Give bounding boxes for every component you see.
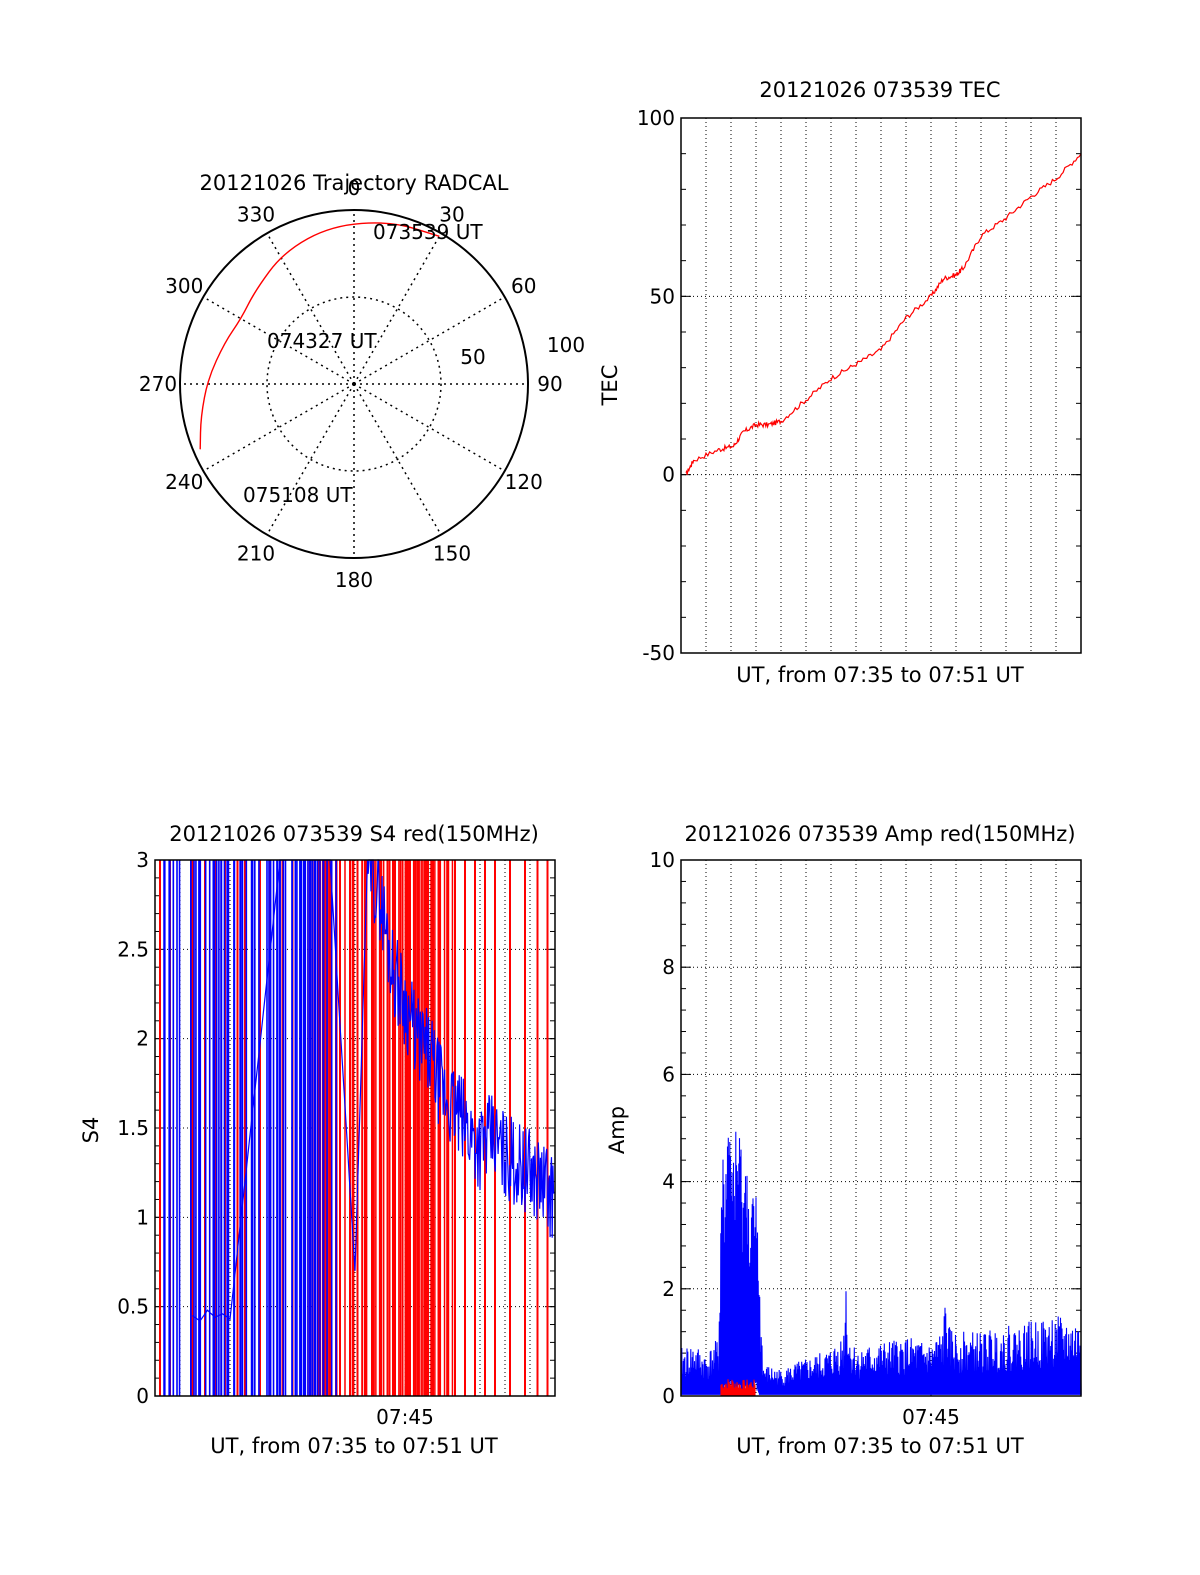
polar-angle-label: 270: [139, 372, 177, 396]
polar-angle-label: 300: [165, 274, 203, 298]
y-tick-label: 2.5: [117, 937, 149, 961]
amp-title: 20121026 073539 Amp red(150MHz): [684, 822, 1075, 846]
polar-spoke: [266, 383, 355, 536]
polar-radius-label-100: 100: [547, 333, 585, 357]
y-tick-label: 8: [662, 955, 675, 979]
polar-angle-label: 90: [537, 372, 562, 396]
s4-xlabel: UT, from 07:35 to 07:51 UT: [210, 1434, 498, 1458]
polar-inner-ring: [266, 296, 442, 472]
polar-trajectory-line: [199, 222, 440, 450]
polar-angle-label: 60: [511, 274, 536, 298]
polar-annotation-end: 075108 UT: [243, 483, 353, 507]
s4-chart: 20121026 073539 S4 red(150MHz) S4 UT, fr…: [79, 822, 556, 1458]
amp-ylabel: Amp: [605, 1106, 629, 1154]
amp-frame: [680, 859, 1082, 1397]
tec-frame: [680, 117, 1082, 654]
y-tick-label: 3: [136, 848, 149, 872]
x-tick-label: 07:45: [902, 1405, 960, 1429]
polar-angle-label: 150: [433, 542, 471, 566]
y-tick-label: 6: [662, 1062, 675, 1086]
polar-angle-label: 30: [439, 202, 464, 226]
tec-ylabel: TEC: [598, 365, 622, 407]
y-tick-label: 100: [637, 106, 675, 130]
y-tick-label: 50: [650, 284, 675, 308]
y-tick-label: 2: [662, 1277, 675, 1301]
polar-spoke: [202, 296, 355, 385]
polar-angle-label: 120: [505, 470, 543, 494]
polar-spokes: [180, 210, 528, 558]
s4-frame: [154, 859, 556, 1397]
polar-spoke: [202, 383, 355, 472]
y-tick-label: 0: [662, 463, 675, 487]
polar-spoke: [353, 383, 442, 536]
tec-chart: 20121026 073539 TEC TEC UT, from 07:35 t…: [598, 78, 1082, 687]
polar-spoke: [353, 232, 442, 385]
y-tick-label: 10: [650, 848, 675, 872]
y-tick-label: 1.5: [117, 1116, 149, 1140]
polar-spoke: [353, 383, 506, 472]
y-tick-label: 1: [136, 1205, 149, 1229]
polar-chart: 20121026 Trajectory RADCAL 0 30 60 90 120 150…: [139, 171, 585, 592]
y-tick-label: 2: [136, 1027, 149, 1051]
polar-angle-label: 0: [348, 176, 361, 200]
amp-blue-line: [680, 1131, 1082, 1396]
y-tick-label: 0.5: [117, 1295, 149, 1319]
polar-title: 20121026 Trajectory RADCAL: [200, 171, 509, 195]
tec-series-line: [685, 153, 1082, 475]
y-tick-label: 4: [662, 1170, 675, 1194]
polar-spoke: [353, 296, 506, 385]
s4-blue-line: [192, 859, 555, 1322]
polar-radius-label-50: 50: [460, 345, 485, 369]
polar-angle-label: 240: [165, 470, 203, 494]
polar-angle-label: 210: [237, 542, 275, 566]
polar-outer-ring: [179, 209, 529, 559]
tec-plot-area: 100 50 0 -50: [637, 106, 1082, 665]
x-tick-label: 07:45: [376, 1405, 434, 1429]
s4-ylabel: S4: [79, 1117, 103, 1144]
amp-red-line: [720, 1379, 756, 1397]
polar-angle-label: 180: [335, 568, 373, 592]
polar-annotation-mid: 074327 UT: [267, 329, 377, 353]
tec-title: 20121026 073539 TEC: [759, 78, 1000, 102]
tec-xlabel: UT, from 07:35 to 07:51 UT: [736, 663, 1024, 687]
s4-plot-area: 3 2.5 2 1.5 1 0.5 0 07:45: [117, 848, 555, 1429]
amp-chart: 20121026 073539 Amp red(150MHz) Amp UT, …: [605, 822, 1082, 1458]
y-tick-label: 0: [136, 1384, 149, 1408]
polar-angle-label: 330: [237, 202, 275, 226]
polar-annotation-start: 073539 UT: [373, 220, 483, 244]
y-tick-label: -50: [642, 641, 675, 665]
y-tick-label: 0: [662, 1384, 675, 1408]
polar-angle-labels: 0 30 60 90 120 150 180 210 240 270 300 330: [139, 176, 563, 592]
s4-title: 20121026 073539 S4 red(150MHz): [169, 822, 539, 846]
amp-plot-area: 10 8 6 4 2 0 07:45: [650, 848, 1082, 1429]
amp-xlabel: UT, from 07:35 to 07:51 UT: [736, 1434, 1024, 1458]
polar-spoke: [266, 232, 355, 385]
